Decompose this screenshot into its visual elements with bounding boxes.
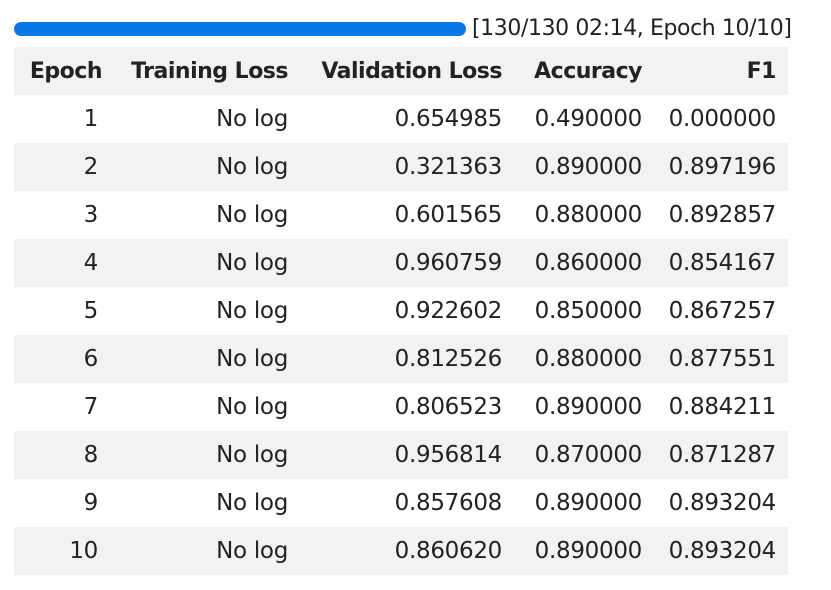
cell-epoch: 10 [14,527,114,575]
column-header-f1: F1 [654,47,788,95]
table-row: 4 No log 0.960759 0.860000 0.854167 [14,239,788,287]
cell-epoch: 3 [83,202,99,228]
cell-f1: 0.893204 [654,527,788,575]
table-row: 10 No log 0.860620 0.890000 0.893204 [14,527,788,575]
table-row: 6 No log 0.812526 0.880000 0.877551 [14,335,788,383]
cell-f1: 0.854167 [654,239,788,287]
cell-accuracy: 0.850000 [534,298,643,324]
cell-f1: 0.884211 [668,394,777,420]
cell-validation-loss: 0.601565 [394,202,503,228]
cell-validation-loss: 0.960759 [300,239,514,287]
cell-accuracy: 0.490000 [534,106,643,132]
cell-training-loss: No log [114,527,300,575]
training-metrics-table: Epoch Training Loss Validation Loss Accu… [14,47,788,575]
cell-accuracy: 0.860000 [514,239,654,287]
cell-accuracy: 0.880000 [514,335,654,383]
progress-status-text: [130/130 02:14, Epoch 10/10] [472,16,792,41]
cell-training-loss: No log [216,298,288,324]
cell-epoch: 7 [83,394,99,420]
cell-epoch: 6 [14,335,114,383]
cell-accuracy: 0.870000 [514,431,654,479]
cell-f1: 0.867257 [668,298,777,324]
cell-epoch: 1 [83,106,99,132]
cell-accuracy: 0.890000 [514,143,654,191]
cell-training-loss: No log [216,394,288,420]
cell-training-loss: No log [216,490,288,516]
cell-epoch: 9 [83,490,99,516]
cell-validation-loss: 0.922602 [394,298,503,324]
cell-training-loss: No log [114,143,300,191]
cell-f1: 0.893204 [668,490,777,516]
cell-f1: 0.871287 [654,431,788,479]
cell-training-loss: No log [216,202,288,228]
cell-training-loss: No log [114,431,300,479]
table-row: 3 No log 0.601565 0.880000 0.892857 [14,191,788,239]
cell-epoch: 2 [14,143,114,191]
cell-validation-loss: 0.806523 [394,394,503,420]
cell-accuracy: 0.890000 [534,394,643,420]
cell-accuracy: 0.880000 [534,202,643,228]
cell-validation-loss: 0.860620 [300,527,514,575]
training-progress: [130/130 02:14, Epoch 10/10] [14,14,831,44]
cell-validation-loss: 0.812526 [300,335,514,383]
cell-validation-loss: 0.321363 [300,143,514,191]
cell-training-loss: No log [216,106,288,132]
cell-epoch: 4 [14,239,114,287]
cell-training-loss: No log [114,239,300,287]
table-row: 9 No log 0.857608 0.890000 0.893204 [14,479,788,527]
table-header-row: Epoch Training Loss Validation Loss Accu… [14,47,788,95]
cell-epoch: 5 [83,298,99,324]
cell-validation-loss: 0.956814 [300,431,514,479]
cell-f1: 0.877551 [654,335,788,383]
column-header-epoch: Epoch [14,47,114,95]
cell-training-loss: No log [114,335,300,383]
cell-validation-loss: 0.654985 [394,106,503,132]
table-row: 8 No log 0.956814 0.870000 0.871287 [14,431,788,479]
cell-accuracy: 0.890000 [514,527,654,575]
table-row: 5 No log 0.922602 0.850000 0.867257 [14,287,788,335]
progress-bar [14,22,466,36]
table-row: 2 No log 0.321363 0.890000 0.897196 [14,143,788,191]
column-header-accuracy: Accuracy [514,47,654,95]
cell-accuracy: 0.890000 [534,490,643,516]
table-row: 1 No log 0.654985 0.490000 0.000000 [14,95,788,143]
cell-f1: 0.897196 [654,143,788,191]
column-header-validation-loss: Validation Loss [300,47,514,95]
table-row: 7 No log 0.806523 0.890000 0.884211 [14,383,788,431]
cell-validation-loss: 0.857608 [394,490,503,516]
progress-bar-fill [14,22,466,36]
cell-f1: 0.000000 [668,106,777,132]
cell-f1: 0.892857 [668,202,777,228]
column-header-training-loss: Training Loss [114,47,300,95]
cell-epoch: 8 [14,431,114,479]
